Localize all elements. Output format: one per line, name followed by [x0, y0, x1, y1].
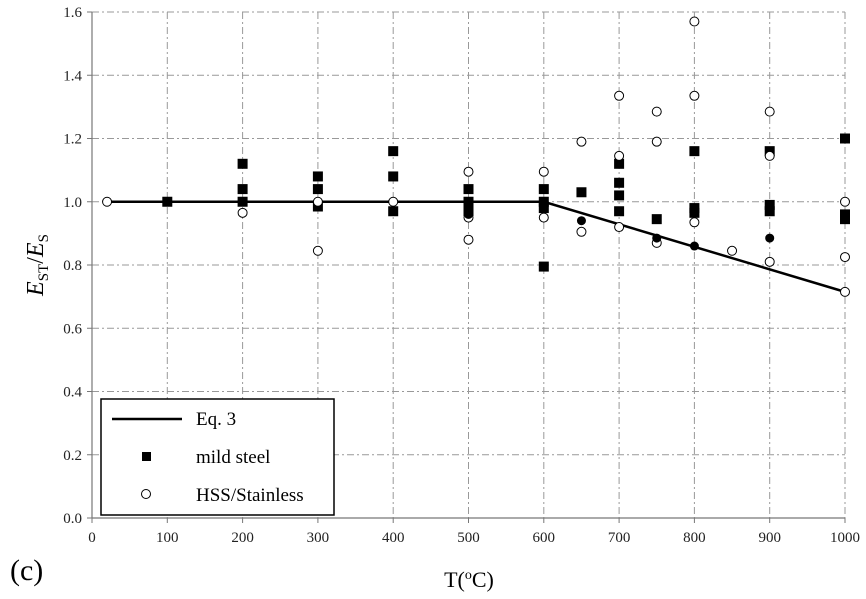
hss-series — [102, 16, 850, 297]
x-tick-label: 500 — [457, 530, 480, 546]
y-tick-label: 0.2 — [63, 448, 82, 464]
mild-steel-point — [312, 171, 323, 182]
y-tick-label: 1.4 — [63, 68, 82, 84]
mild-steel-point — [689, 207, 700, 218]
hss-point — [102, 196, 113, 207]
legend: Eq. 3 mild steel HSS/Stainless — [100, 398, 335, 516]
hss-point — [727, 245, 738, 256]
legend-label-eq3: Eq. 3 — [196, 409, 236, 430]
y-tick-label: 1.6 — [63, 5, 82, 21]
legend-label-hss: HSS/Stainless — [196, 485, 304, 506]
hss-point — [538, 212, 549, 223]
hss-point — [764, 150, 775, 161]
x-axis-title: T(oC) — [444, 567, 494, 592]
mild-steel-point — [463, 184, 474, 195]
hss-point — [689, 90, 700, 101]
x-tick-label: 0 — [88, 530, 96, 546]
x-tick-label: 700 — [608, 530, 631, 546]
mild-steel-point — [388, 171, 399, 182]
hss-point — [840, 252, 850, 263]
hss-point — [463, 234, 474, 245]
filled-point — [689, 241, 699, 251]
mild-steel-point — [237, 196, 248, 207]
hss-point — [840, 286, 850, 297]
x-tick-label: 800 — [683, 530, 706, 546]
hss-point — [840, 196, 850, 207]
y-tick-label: 1.0 — [63, 195, 82, 211]
x-tick-label: 900 — [758, 530, 781, 546]
axes — [87, 11, 846, 523]
hss-point — [312, 196, 323, 207]
hss-point — [388, 196, 399, 207]
filled-point — [464, 209, 473, 219]
hss-point — [689, 16, 700, 27]
x-tick-label: 400 — [382, 530, 405, 546]
legend-label-mild: mild steel — [196, 447, 270, 468]
hss-point — [764, 256, 775, 267]
mild-steel-point — [614, 190, 625, 201]
y-tick-label: 0.8 — [63, 258, 82, 274]
hss-point — [614, 222, 625, 233]
x-tick-label: 300 — [307, 530, 330, 546]
hss-point — [237, 207, 248, 218]
mild-steel-point — [312, 184, 323, 195]
hss-point — [651, 106, 662, 117]
x-tick-label: 1000 — [830, 530, 860, 546]
mild-steel-point — [538, 203, 549, 214]
x-tick-label: 600 — [533, 530, 556, 546]
tick-labels: 0 100 200 300 400 500 600 700 800 900 1000 0.0 0.2 0.… — [63, 5, 860, 546]
x-tick-label: 100 — [156, 530, 179, 546]
hss-point — [463, 166, 474, 177]
mild-steel-point — [538, 196, 549, 207]
mild-steel-point — [388, 146, 399, 157]
mild-steel-point — [388, 206, 399, 217]
panel-label: (c) — [10, 554, 43, 587]
mild-steel-point — [538, 261, 549, 272]
mild-steel-point — [651, 214, 662, 225]
hss-point — [651, 136, 662, 147]
mild-steel-point — [764, 199, 775, 210]
hss-point — [614, 90, 625, 101]
mild-steel-point — [614, 206, 625, 217]
mild-steel-point — [840, 133, 850, 144]
y-axis-title: EST/ES — [23, 234, 52, 297]
hss-point — [576, 136, 587, 147]
y-tick-label: 0.0 — [63, 511, 82, 527]
mild-steel-point — [689, 146, 700, 157]
filled-point — [765, 233, 775, 243]
hss-point — [538, 166, 549, 177]
y-tick-label: 0.4 — [63, 385, 82, 401]
mild-steel-point — [538, 184, 549, 195]
mild-steel-point — [840, 214, 850, 225]
mild-steel-point — [614, 158, 625, 169]
legend-square-icon — [142, 452, 151, 461]
filled-point — [576, 216, 586, 226]
filled-circle-series — [464, 209, 775, 251]
hss-point — [764, 106, 775, 117]
mild-steel-point — [764, 206, 775, 217]
hss-point — [312, 245, 323, 256]
filled-point — [652, 233, 662, 243]
hss-point — [689, 217, 700, 228]
legend-circle-icon — [141, 489, 151, 499]
hss-point — [614, 150, 625, 161]
y-tick-label: 0.6 — [63, 321, 82, 337]
mild-steel-point — [237, 158, 248, 169]
mild-steel-point — [237, 184, 248, 195]
mild-steel-point — [162, 196, 173, 207]
y-tick-label: 1.2 — [63, 132, 82, 148]
mild-steel-point — [576, 187, 587, 198]
hss-point — [576, 226, 587, 237]
mild-steel-point — [614, 177, 625, 188]
x-tick-label: 200 — [231, 530, 254, 546]
mild-steel-point — [463, 196, 474, 207]
